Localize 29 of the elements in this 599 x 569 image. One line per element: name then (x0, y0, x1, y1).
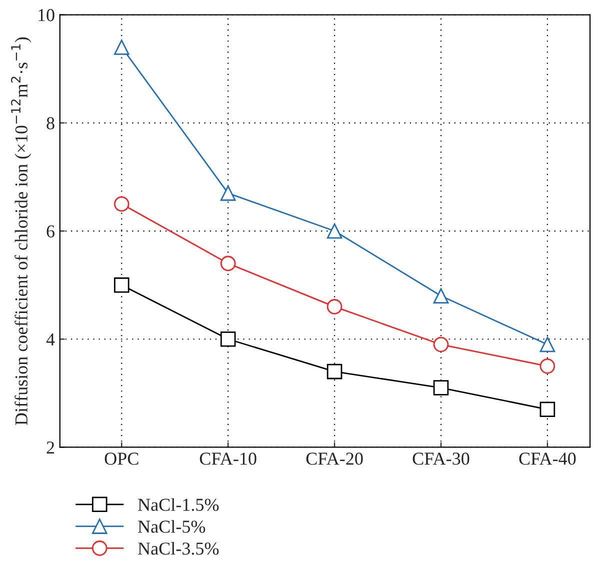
y-tick-label: 10 (38, 9, 54, 22)
point (540, 358, 556, 374)
point (220, 256, 236, 272)
point (433, 336, 449, 352)
point (326, 223, 342, 239)
legend-label: NaCl-3.5% (138, 542, 219, 555)
x-tick-label: CFA-20 (306, 452, 363, 465)
point (433, 288, 449, 304)
point (114, 196, 130, 212)
point (540, 402, 556, 418)
y-axis-title: Diffusion coefficient of chloride ion (×10$^{−12}$m$^{2}$·s$^{−1}$) (11, 37, 32, 426)
y-tick-label: 2 (46, 442, 54, 454)
point (540, 336, 556, 352)
legend-label: NaCl-1.5% (138, 498, 219, 511)
point (114, 40, 130, 55)
legend-label: NaCl-5% (138, 520, 206, 533)
x-tick-label: CFA-30 (412, 452, 470, 465)
y-tick-label: 8 (46, 117, 54, 130)
point (433, 380, 449, 396)
point (326, 299, 342, 314)
x-tick-label: CFA-40 (519, 452, 576, 465)
point (220, 186, 236, 201)
y-tick-label: 6 (46, 225, 54, 238)
point (114, 277, 130, 293)
y-tick-label: 4 (46, 334, 55, 346)
x-tick-label: CFA-10 (200, 452, 256, 465)
point (220, 331, 236, 347)
point (326, 364, 342, 380)
x-tick-label: OPC (104, 452, 138, 465)
